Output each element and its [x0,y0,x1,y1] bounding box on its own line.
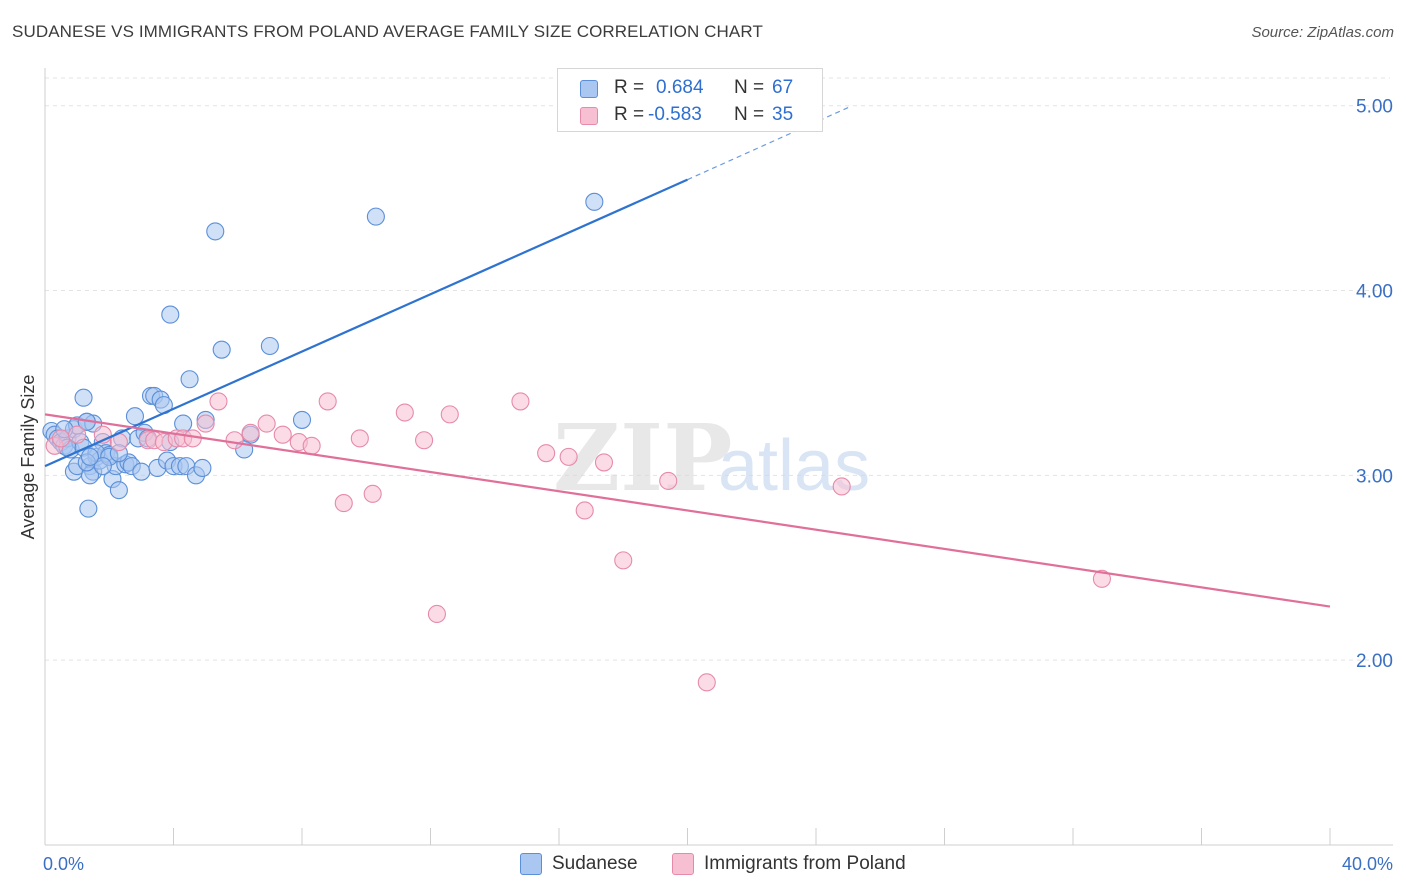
correlation-legend: R = 0.684 N = 67 R = -0.583 N = 35 [557,68,823,132]
sudanese-point [74,388,93,407]
poland-point [334,494,353,513]
poland-point [196,414,215,433]
sudanese-swatch [520,853,542,875]
poland-point [415,431,434,450]
y-axis-label: Average Family Size [18,375,38,540]
watermark-zip: ZIP [553,404,732,512]
poland-point [594,453,614,472]
legend-r-value: 0.684 [656,77,704,98]
poland-trend-line [44,413,1331,608]
legend-row-sudanese: R = 0.684 N = 67 [558,74,822,102]
poland-point [257,414,276,433]
y-tick-label: 4.00 [1356,282,1393,303]
sudanese-point [193,458,212,478]
grid [45,77,1390,661]
sudanese-point [125,407,144,426]
sudanese-points [42,192,604,518]
poland-swatch [580,107,598,125]
sudanese-point [292,410,312,429]
sudanese-point [260,336,279,356]
sudanese-point [79,499,98,518]
poland-point [440,405,459,424]
poland-point [395,403,414,422]
sudanese-point [180,370,199,389]
poland-point [363,484,382,503]
poland-point [697,673,716,692]
legend-n-label: N = [734,77,765,98]
legend-r-value: -0.583 [648,104,702,125]
legend-label: Sudanese [552,853,638,874]
poland-points [45,392,1111,692]
poland-point [68,425,87,444]
chart-title: SUDANESE VS IMMIGRANTS FROM POLAND AVERA… [12,22,763,41]
x-tick-label: 40.0% [1342,854,1393,874]
sudanese-point [366,207,385,226]
sudanese-point [206,222,225,241]
poland-point [225,431,244,450]
poland-point [209,392,228,411]
sudanese-trend-line [44,178,688,468]
poland-swatch [672,853,694,875]
sudanese-swatch [580,80,598,98]
legend-r-label: R = [614,104,645,125]
poland-point [302,436,321,455]
y-tick-label: 5.00 [1356,97,1393,118]
legend-r-label: R = [614,77,645,98]
sudanese-point [212,340,231,359]
y-tick-label: 2.00 [1356,651,1393,672]
poland-point [52,429,71,448]
tick-labels: 2.00 3.00 4.00 5.00 0.0% 40.0% Average Family … [18,97,1393,874]
poland-point [318,392,337,411]
y-tick-label: 3.00 [1356,466,1393,487]
trend-lines [44,107,1331,608]
watermark-atlas: atlas [718,426,870,506]
poland-point [614,551,633,570]
sudanese-point [585,192,604,211]
series-legend: Sudanese Immigrants from Poland [0,852,1406,878]
poland-point [832,477,851,496]
sudanese-point [109,481,128,500]
legend-n-label: N = [734,104,765,125]
poland-point [350,429,369,448]
sudanese-point [132,462,151,481]
legend-row-poland: R = -0.583 N = 35 [558,101,822,129]
sudanese-point [80,447,100,466]
poland-point [273,425,292,444]
poland-point [427,604,446,624]
poland-point [659,471,678,490]
legend-label: Immigrants from Poland [704,853,906,874]
poland-point [537,444,556,463]
sudanese-point [93,457,112,476]
legend-n-value: 67 [772,77,794,98]
x-tick-label: 0.0% [43,854,84,874]
poland-point [511,392,530,411]
poland-point [559,447,578,466]
sudanese-point [161,305,180,324]
poland-point [1092,569,1111,588]
chart-source: Source: ZipAtlas.com [1251,24,1394,41]
poland-point [241,423,260,442]
poland-point [575,501,594,520]
axes [44,68,1393,846]
legend-n-value: 35 [772,104,794,125]
